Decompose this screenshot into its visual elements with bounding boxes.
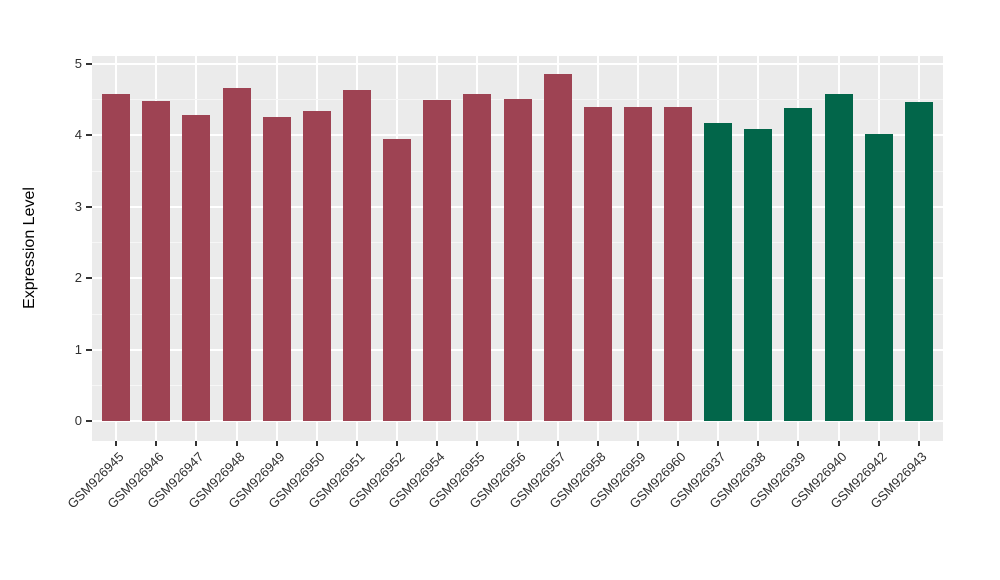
y-tick-mark [86, 277, 92, 279]
x-tick-mark [837, 441, 840, 446]
gridline-major [92, 420, 943, 422]
x-tick-mark [717, 441, 720, 446]
y-tick-label: 3 [74, 198, 82, 214]
x-tick-mark [315, 441, 318, 446]
x-tick-mark [596, 441, 599, 446]
y-tick-label: 4 [74, 127, 82, 142]
x-tick-mark [677, 441, 680, 446]
bar-GSM926958 [583, 107, 612, 421]
x-tick-mark [155, 441, 158, 446]
y-tick-label: 5 [74, 55, 82, 71]
bar-GSM926949 [262, 117, 291, 421]
x-tick-mark [355, 441, 358, 446]
x-tick-mark [877, 441, 880, 446]
bar-GSM926942 [864, 134, 893, 421]
y-tick-mark [86, 134, 92, 136]
x-tick-mark [516, 441, 519, 446]
bar-GSM926952 [383, 138, 412, 421]
bar-GSM926939 [784, 107, 813, 421]
bar-GSM926957 [543, 74, 572, 421]
bar-GSM926959 [623, 107, 652, 421]
bar-GSM926954 [423, 99, 452, 421]
x-tick-mark [636, 441, 639, 446]
x-tick-mark [797, 441, 800, 446]
y-tick-label: 0 [74, 413, 82, 428]
y-tick-label: 2 [74, 270, 82, 285]
y-axis-title: Expression Level [21, 187, 38, 309]
bar-GSM926943 [904, 102, 933, 421]
x-tick-mark [115, 441, 118, 446]
bar-GSM926940 [824, 94, 853, 421]
y-tick-mark [86, 205, 92, 208]
bar-GSM926937 [704, 122, 733, 421]
bar-GSM926950 [302, 110, 331, 421]
bar-GSM926947 [182, 114, 211, 421]
bar-GSM926955 [463, 94, 492, 421]
x-tick-mark [436, 441, 439, 446]
x-tick-mark [195, 441, 198, 446]
x-tick-mark [396, 441, 399, 446]
y-tick-label: 1 [74, 341, 82, 357]
plot-panel [92, 56, 943, 441]
gridline-major [92, 62, 943, 65]
bar-GSM926946 [142, 100, 171, 421]
y-tick-mark [86, 348, 92, 351]
bar-GSM926960 [664, 107, 693, 421]
bar-GSM926938 [744, 128, 773, 421]
x-tick-mark [275, 441, 278, 446]
x-tick-mark [476, 441, 479, 446]
x-tick-mark [556, 441, 559, 446]
x-tick-mark [235, 441, 238, 446]
x-tick-mark [917, 441, 920, 446]
bar-GSM926945 [102, 94, 131, 421]
bar-GSM926956 [503, 98, 532, 421]
y-tick-mark [86, 420, 92, 422]
x-tick-mark [757, 441, 760, 446]
y-tick-mark [86, 62, 92, 65]
bar-GSM926948 [222, 87, 251, 421]
bar-GSM926951 [342, 89, 371, 421]
